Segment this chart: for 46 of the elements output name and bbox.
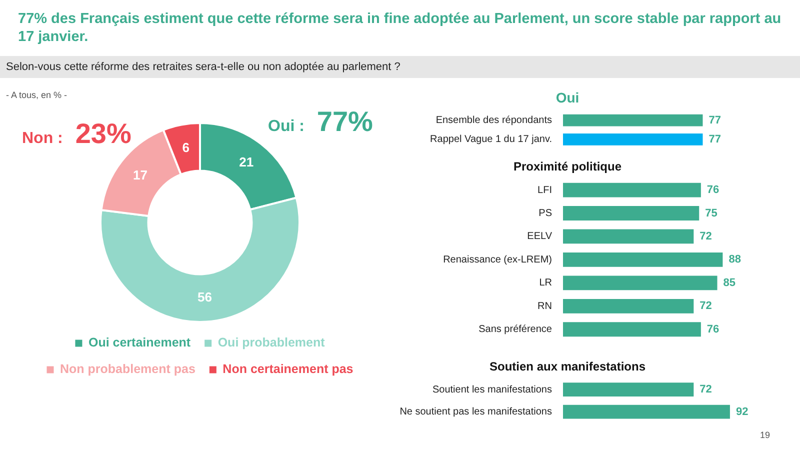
data-label: 72 xyxy=(700,230,712,243)
data-label: 75 xyxy=(705,207,718,220)
data-label: 88 xyxy=(728,254,741,266)
data-label: 77 xyxy=(708,114,721,126)
chart-title: Soutien aux manifestations xyxy=(489,360,646,374)
y-tick-label: Soutient les manifestations xyxy=(432,384,552,396)
y-tick-label: Rappel Vague 1 du 17 janv. xyxy=(430,134,552,146)
text: 19 xyxy=(760,430,770,440)
bar xyxy=(563,252,723,267)
y-tick-label: LR xyxy=(539,278,552,289)
y-tick-label: Sans préférence xyxy=(478,324,552,336)
y-tick-label: Ensemble des répondants xyxy=(436,115,552,126)
data-label: 92 xyxy=(736,406,748,418)
y-tick-label: PS xyxy=(538,208,552,219)
data-label: 6 xyxy=(182,140,190,155)
chart-title: Proximité politique xyxy=(513,160,622,174)
y-tick-label: RN xyxy=(538,300,552,312)
bar xyxy=(563,206,700,220)
y-tick-label: Renaissance (ex-LREM) xyxy=(443,254,552,266)
y-tick-label: Ne soutient pas les manifestations xyxy=(400,406,552,418)
legend-label: Non certainement pas xyxy=(222,362,354,376)
data-label: 72 xyxy=(700,384,712,396)
data-label: 21 xyxy=(239,154,254,170)
legend-label: Oui certainement xyxy=(88,336,192,350)
bar xyxy=(563,229,694,244)
text: Non : 23% xyxy=(22,118,132,149)
bar xyxy=(563,276,718,290)
data-label: 85 xyxy=(723,276,736,289)
y-tick-label: EELV xyxy=(527,231,552,242)
data-label: 17 xyxy=(133,168,148,183)
chart-subtitle: Selon-vous cette réforme des retraites sera-t-elle ou non adoptée au parlement ? xyxy=(0,56,800,78)
legend-label: Oui probablement xyxy=(218,336,326,350)
data-label: 76 xyxy=(706,323,720,336)
bar xyxy=(563,298,694,314)
text: Oui : 77% xyxy=(268,106,373,137)
data-label: 77 xyxy=(708,133,721,146)
bar xyxy=(563,322,701,337)
data-label: 56 xyxy=(198,290,212,305)
y-tick-label: LFI xyxy=(538,184,552,196)
data-label: 72 xyxy=(700,300,712,312)
legend-label: Non probablement pas xyxy=(60,362,196,376)
data-label: 76 xyxy=(706,184,720,196)
text: 77% des Français estiment que cette réforme sera in fine adoptée au Parlement, un score stable par rapport au 17 janvier. xyxy=(18,10,782,46)
text: - A tous, en % - xyxy=(6,90,68,100)
bar xyxy=(563,182,701,198)
chart-title: Oui xyxy=(556,89,580,106)
